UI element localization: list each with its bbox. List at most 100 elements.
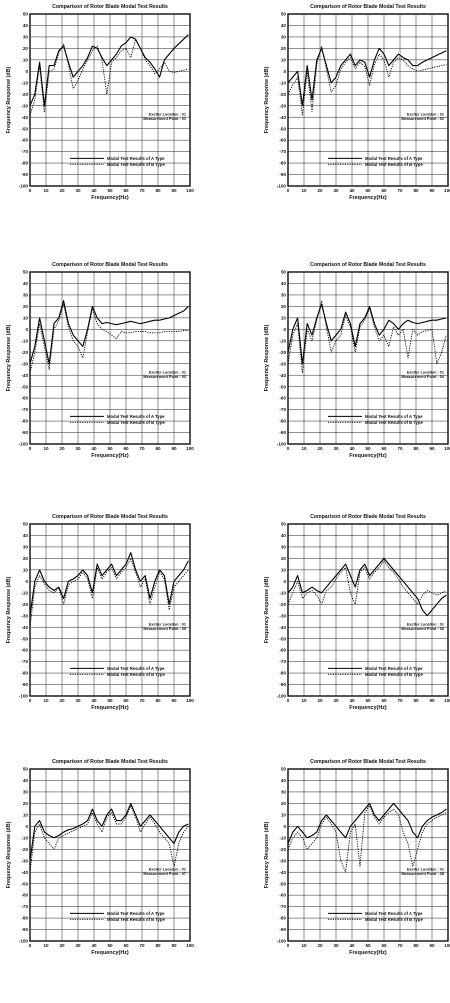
x-tick-label: 10	[43, 943, 49, 948]
y-tick-label: 0	[25, 824, 28, 829]
frequency-response-chart: Comparison of Rotor Blade Modal Test Res…	[264, 4, 450, 201]
y-tick-label: -100	[277, 694, 287, 699]
y-tick-label: 30	[23, 790, 29, 795]
x-tick-label: 60	[123, 446, 129, 451]
x-tick-label: 30	[75, 446, 81, 451]
x-tick-label: 80	[413, 943, 419, 948]
y-tick-label: 50	[23, 767, 29, 772]
x-tick-label: 0	[29, 188, 32, 193]
x-tick-label: 0	[287, 188, 290, 193]
chart-title: Comparison of Rotor Blade Modal Test Res…	[310, 262, 426, 268]
series-line-b-type	[30, 303, 189, 374]
y-tick-label: 40	[23, 533, 29, 538]
y-tick-label: -30	[21, 613, 28, 618]
x-tick-label: 70	[397, 188, 403, 193]
legend-label: Modal Test Results of A Type	[365, 414, 423, 419]
series-line-a-type	[30, 300, 189, 365]
y-tick-label: -30	[279, 103, 286, 108]
y-tick-label: -80	[279, 419, 286, 424]
y-tick-label: -80	[279, 671, 286, 676]
x-tick-label: 60	[123, 943, 129, 948]
x-tick-label: 60	[123, 698, 129, 703]
measurement-annotation: Measurement Point : 02	[401, 117, 444, 121]
chart-title: Comparison of Rotor Blade Modal Test Res…	[310, 4, 426, 10]
y-tick-label: -50	[279, 881, 286, 886]
x-tick-label: 30	[75, 943, 81, 948]
frequency-response-chart: Comparison of Rotor Blade Modal Test Res…	[6, 514, 194, 711]
y-tick-label: 0	[25, 69, 28, 74]
y-tick-label: 0	[283, 579, 286, 584]
x-tick-label: 10	[43, 446, 49, 451]
y-tick-label: 50	[23, 522, 29, 527]
x-tick-label: 40	[91, 698, 97, 703]
y-tick-label: 40	[281, 281, 287, 286]
x-axis-label: Frequency(Hz)	[349, 950, 387, 956]
series-line-b-type	[30, 38, 189, 116]
y-tick-label: -20	[21, 350, 28, 355]
series-line-a-type	[30, 552, 189, 616]
y-tick-label: 10	[23, 57, 29, 62]
y-tick-label: -100	[277, 442, 287, 447]
y-tick-label: -50	[21, 636, 28, 641]
legend-label: Modal Test Results of B Type	[365, 162, 423, 167]
legend-label: Modal Test Results of A Type	[107, 666, 165, 671]
y-tick-label: -20	[279, 847, 286, 852]
legend-label: Modal Test Results of B Type	[365, 420, 423, 425]
y-tick-label: 0	[25, 327, 28, 332]
y-tick-label: -20	[21, 92, 28, 97]
y-tick-label: -70	[21, 659, 28, 664]
y-tick-label: -10	[279, 80, 286, 85]
y-tick-label: -90	[21, 430, 28, 435]
x-tick-label: 90	[429, 943, 435, 948]
y-tick-label: -90	[21, 927, 28, 932]
y-tick-label: -90	[279, 927, 286, 932]
x-tick-label: 30	[75, 188, 81, 193]
x-tick-label: 100	[444, 188, 450, 193]
legend-label: Modal Test Results of B Type	[107, 162, 165, 167]
series-line-b-type	[288, 560, 447, 605]
y-tick-label: 0	[283, 824, 286, 829]
y-tick-label: -60	[279, 396, 286, 401]
x-tick-label: 0	[29, 446, 32, 451]
y-tick-label: 20	[23, 556, 29, 561]
y-tick-label: 10	[281, 315, 287, 320]
y-tick-label: -20	[279, 350, 286, 355]
y-tick-label: -70	[21, 407, 28, 412]
x-tick-label: 20	[59, 446, 65, 451]
y-tick-label: 40	[281, 23, 287, 28]
chart-title: Comparison of Rotor Blade Modal Test Res…	[310, 759, 426, 765]
y-tick-label: -20	[21, 602, 28, 607]
measurement-annotation: Measurement Point : 05	[143, 627, 186, 631]
x-tick-label: 40	[349, 188, 355, 193]
y-tick-label: 10	[281, 567, 287, 572]
y-tick-label: -30	[21, 361, 28, 366]
measurement-annotation: Exciter Location : 01	[407, 867, 444, 871]
y-tick-label: -70	[279, 149, 286, 154]
y-tick-label: 30	[281, 790, 287, 795]
x-tick-label: 100	[186, 943, 194, 948]
x-tick-label: 100	[186, 188, 194, 193]
y-tick-label: -70	[279, 407, 286, 412]
x-axis-label: Frequency(Hz)	[91, 453, 129, 459]
y-tick-label: -70	[21, 904, 28, 909]
y-tick-label: -50	[21, 384, 28, 389]
x-tick-label: 100	[444, 943, 450, 948]
y-tick-label: -40	[279, 625, 286, 630]
measurement-annotation: Measurement Point : 07	[143, 872, 186, 876]
y-tick-label: -100	[19, 442, 29, 447]
y-tick-label: -30	[21, 103, 28, 108]
x-tick-label: 100	[444, 698, 450, 703]
y-tick-label: -50	[21, 881, 28, 886]
chart-title: Comparison of Rotor Blade Modal Test Res…	[52, 514, 168, 520]
x-tick-label: 0	[287, 698, 290, 703]
y-tick-label: -70	[279, 904, 286, 909]
y-tick-label: 20	[281, 304, 287, 309]
frequency-response-chart: Comparison of Rotor Blade Modal Test Res…	[264, 514, 450, 711]
y-tick-label: -90	[21, 172, 28, 177]
x-tick-label: 80	[413, 188, 419, 193]
x-tick-label: 50	[107, 188, 113, 193]
y-tick-label: 50	[23, 12, 29, 17]
y-tick-label: -100	[19, 184, 29, 189]
y-tick-label: 40	[281, 778, 287, 783]
x-tick-label: 10	[43, 188, 49, 193]
